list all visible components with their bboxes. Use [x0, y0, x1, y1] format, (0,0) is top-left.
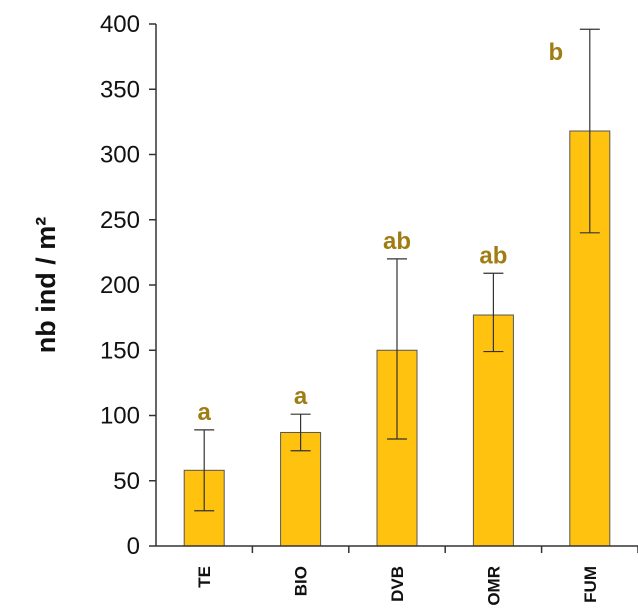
y-tick-label: 400 — [100, 11, 140, 38]
group-label: a — [294, 383, 308, 410]
y-tick-label: 0 — [127, 533, 140, 560]
x-tick-label: FUM — [581, 566, 600, 603]
y-tick-label: 250 — [100, 207, 140, 234]
y-tick-label: 150 — [100, 337, 140, 364]
y-axis-title: nb ind / m² — [31, 217, 61, 353]
group-label: ab — [383, 228, 411, 255]
x-axis-labels: TE BIO DVB OMR FUM — [195, 566, 600, 606]
y-tick-label: 200 — [100, 272, 140, 299]
group-labels: a a ab ab b — [198, 39, 564, 426]
y-tick-label: 350 — [100, 76, 140, 103]
y-tick-label: 100 — [100, 403, 140, 430]
x-tick-label: OMR — [484, 566, 503, 606]
y-tick-label: 50 — [113, 468, 140, 495]
x-tick-label: TE — [195, 566, 214, 588]
y-tick-label: 300 — [100, 142, 140, 169]
group-label: a — [198, 399, 212, 426]
group-label: b — [548, 39, 563, 66]
y-axis-ticks: 0 50 100 150 200 250 300 350 400 — [100, 11, 638, 560]
x-tick-label: BIO — [292, 566, 311, 596]
error-bars — [194, 28, 600, 512]
group-label: ab — [479, 242, 507, 269]
x-tick-label: DVB — [388, 566, 407, 602]
